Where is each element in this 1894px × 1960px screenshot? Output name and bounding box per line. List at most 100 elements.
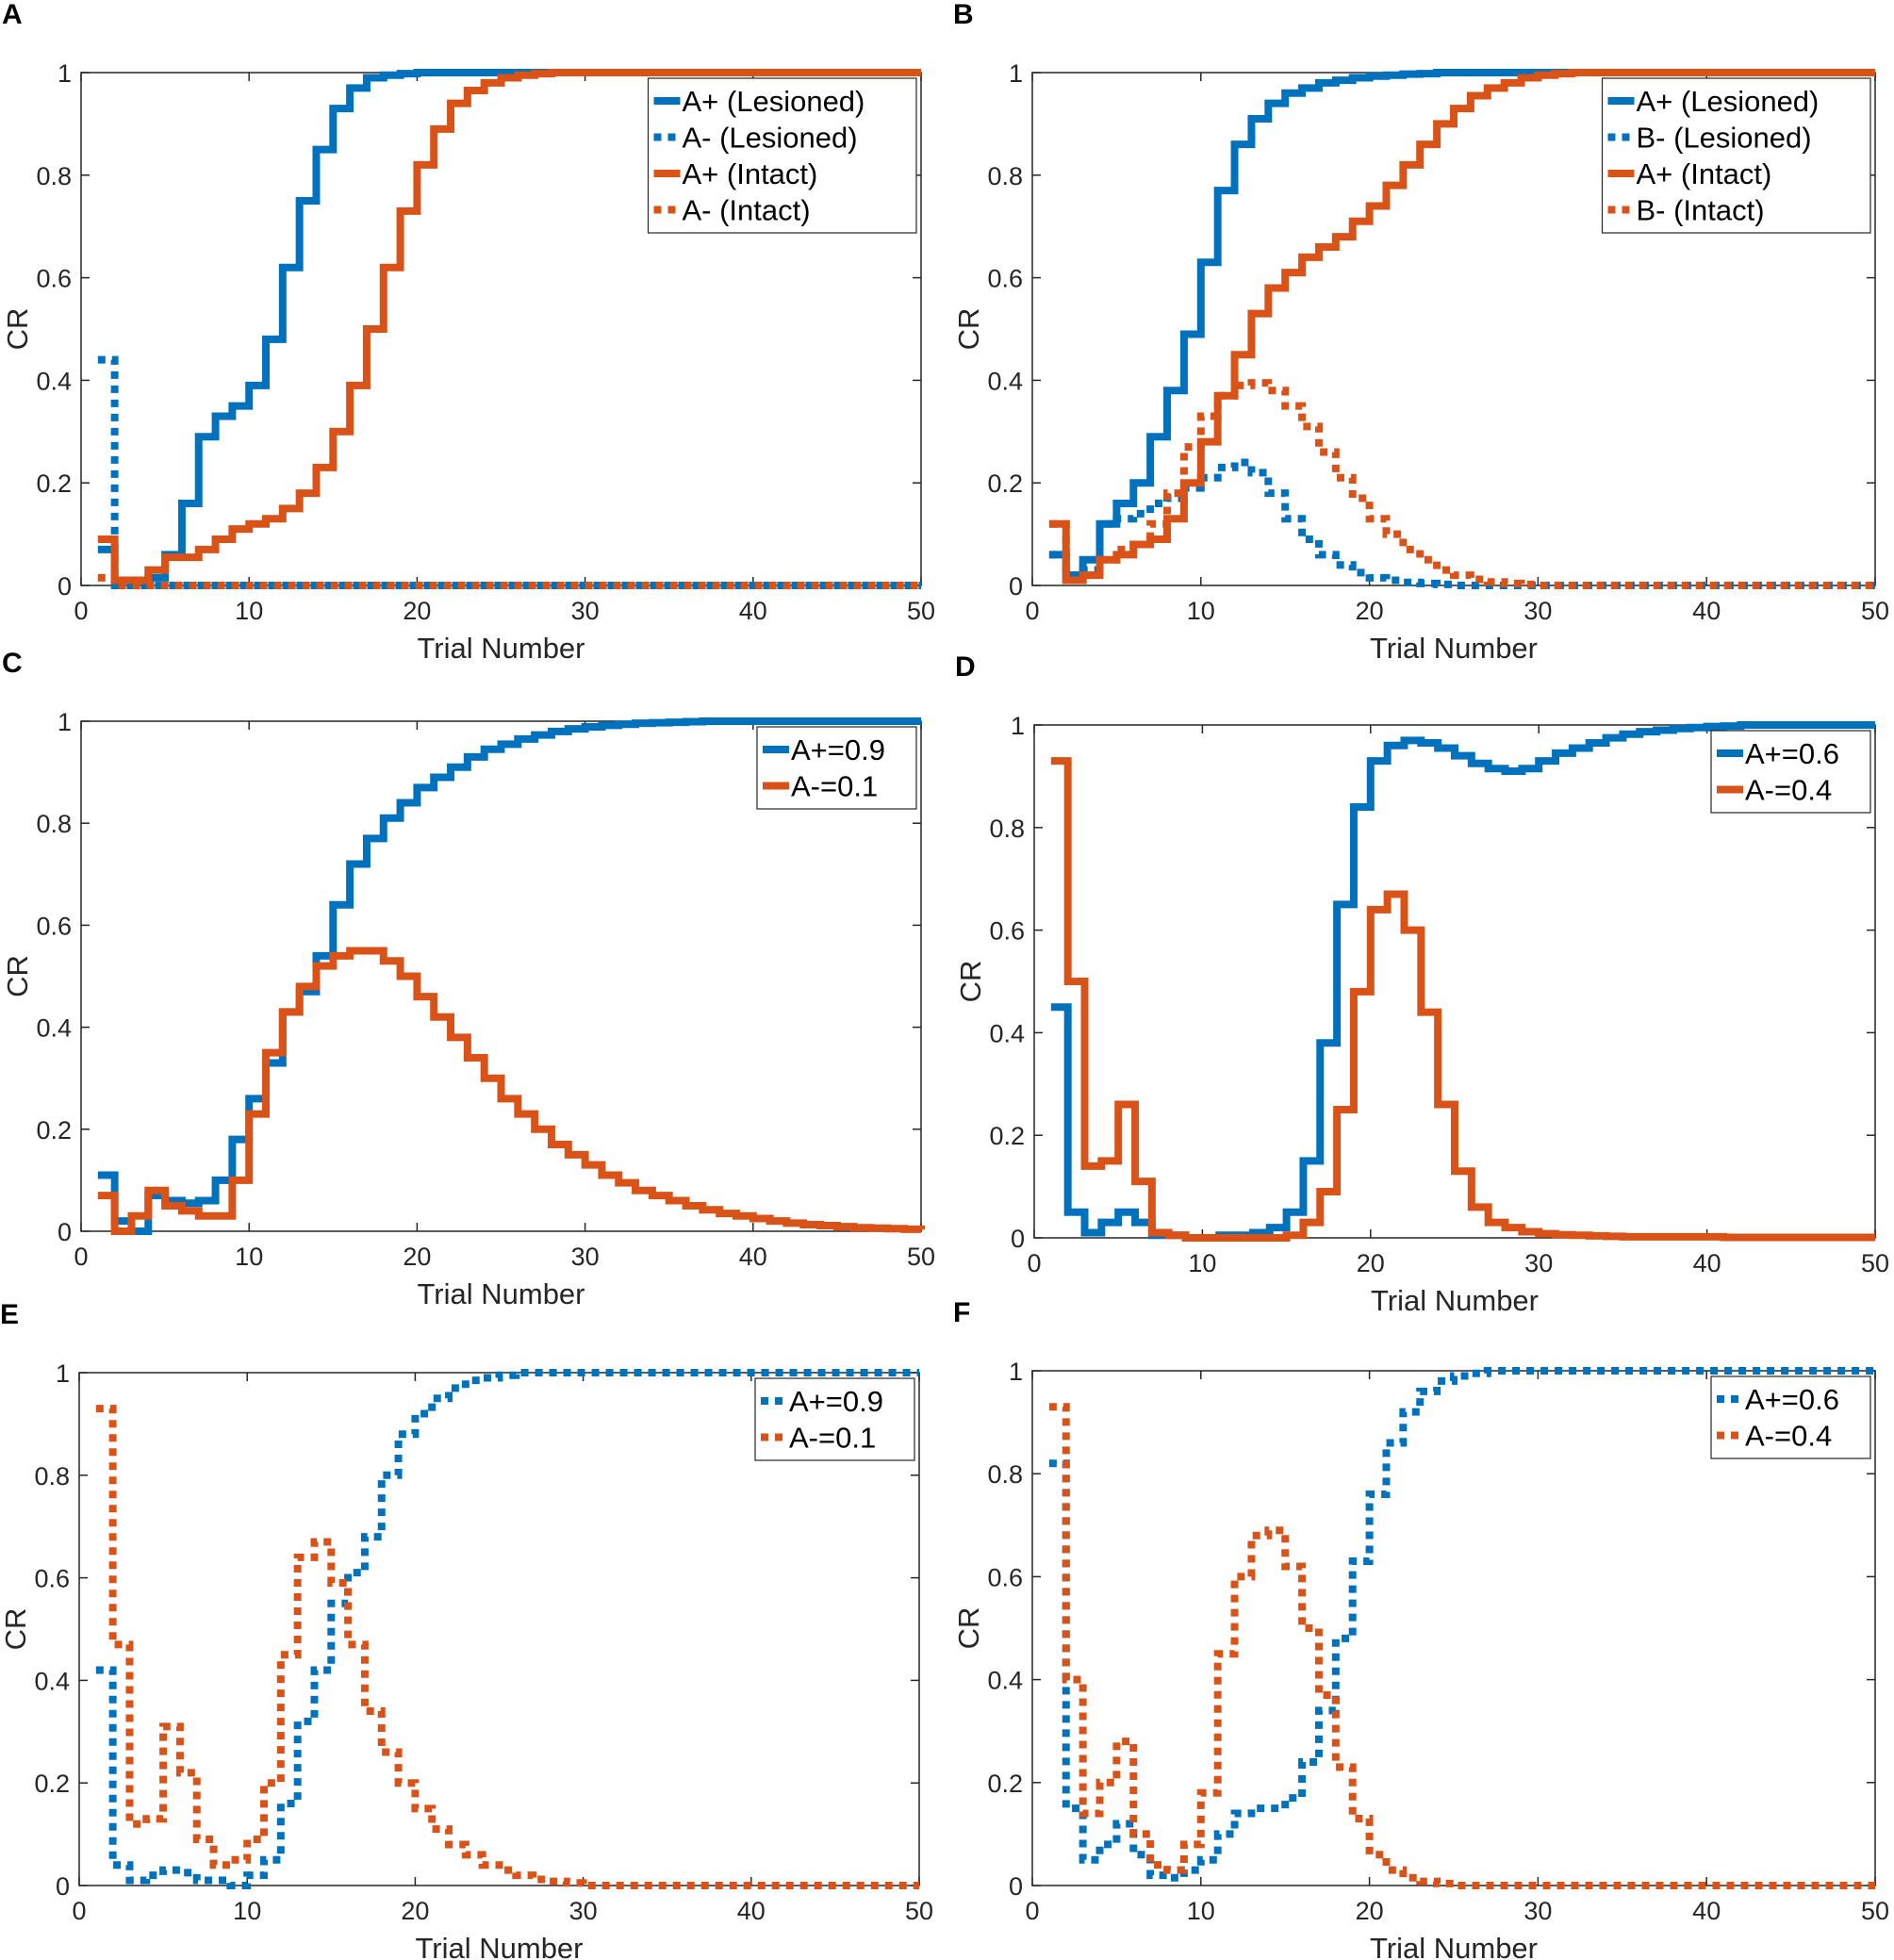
series-line-2 bbox=[1048, 1403, 1875, 1889]
x-tick-label: 50 bbox=[1861, 1249, 1889, 1277]
y-axis-label: CR bbox=[1, 955, 34, 997]
x-tick-label: 40 bbox=[739, 1243, 767, 1271]
x-tick-label: 40 bbox=[737, 1897, 766, 1925]
x-tick-label: 30 bbox=[571, 1243, 600, 1271]
y-tick-label: 0.8 bbox=[989, 815, 1025, 843]
panel-e: E 0 10 20 30 40 50 0 0.2 0.4 0.6 0.8 1 Trial Number CR… bbox=[0, 1299, 933, 1960]
x-tick-label: 0 bbox=[74, 1243, 88, 1271]
x-tick-label: 20 bbox=[1357, 1249, 1385, 1277]
legend-box bbox=[1710, 730, 1871, 814]
y-axis-label: CR bbox=[954, 961, 987, 1003]
x-tick-label: 50 bbox=[905, 1897, 933, 1925]
panel-letter: E bbox=[0, 1299, 19, 1330]
x-tick-label: 50 bbox=[1861, 1897, 1889, 1925]
series-line-2 bbox=[1050, 757, 1875, 1242]
series-line-4 bbox=[97, 573, 921, 589]
legend-entry: A- (Intact) bbox=[683, 194, 811, 227]
x-tick-label: 30 bbox=[1524, 1249, 1553, 1277]
legend-entry: A- (Lesioned) bbox=[683, 122, 858, 155]
y-tick-label: 0.2 bbox=[36, 469, 72, 498]
legend-entry: A+ (Lesioned) bbox=[683, 85, 865, 118]
y-tick-label: 0.4 bbox=[989, 1019, 1025, 1047]
panel-f: F 0 10 20 30 40 50 0 0.2 0.4 0.6 0.8 1 Trial Number CR… bbox=[952, 1297, 1889, 1960]
y-tick-label: 0.6 bbox=[36, 265, 72, 293]
y-tick-label: 0.2 bbox=[987, 1770, 1023, 1798]
y-tick-label: 0 bbox=[1009, 572, 1023, 601]
y-tick-label: 0.8 bbox=[36, 810, 72, 838]
legend-box bbox=[754, 1377, 915, 1461]
legend: A+=0.6 A-=0.4 bbox=[1710, 730, 1871, 814]
y-tick-label: 0.2 bbox=[36, 1116, 72, 1145]
x-tick-label: 10 bbox=[235, 597, 263, 625]
panel-a: A 0 10 20 30 40 50 0 0.2 0.4 0.6 0.8 1 Trial Number CR… bbox=[1, 0, 935, 665]
x-tick-label: 10 bbox=[235, 1243, 263, 1271]
series-line-1 bbox=[1048, 1367, 1875, 1882]
legend-entry: A+=0.6 bbox=[1745, 737, 1839, 770]
legend-entry: A-=0.4 bbox=[1745, 774, 1832, 807]
y-tick-label: 1 bbox=[58, 708, 72, 736]
series-line-4 bbox=[1048, 379, 1875, 589]
x-tick-label: 30 bbox=[569, 1897, 598, 1925]
series-line-2 bbox=[97, 947, 925, 1235]
series-line-2 bbox=[95, 1405, 919, 1889]
y-tick-label: 0.8 bbox=[987, 162, 1023, 190]
y-tick-label: 0.6 bbox=[36, 912, 72, 940]
x-tick-label: 30 bbox=[1523, 597, 1552, 625]
x-tick-label: 50 bbox=[1861, 597, 1889, 625]
legend-box bbox=[1710, 1375, 1871, 1459]
legend-entry: A+=0.9 bbox=[789, 1385, 883, 1418]
x-tick-label: 20 bbox=[1356, 1897, 1384, 1925]
panel-d: D 0 10 20 30 40 50 0 0.2 0.4 0.6 0.8 1 Trial Number CR… bbox=[954, 651, 1889, 1317]
series-line-1 bbox=[97, 717, 921, 1235]
x-tick-label: 30 bbox=[1523, 1897, 1552, 1925]
legend-entry: A+=0.6 bbox=[1745, 1383, 1839, 1416]
legend: A+=0.6 A-=0.4 bbox=[1710, 1375, 1871, 1459]
panel-letter: F bbox=[953, 1297, 970, 1328]
x-tick-label: 0 bbox=[72, 1897, 86, 1925]
x-axis-label: Trial Number bbox=[1370, 1932, 1538, 1960]
panel-c: C 0 10 20 30 40 50 0 0.2 0.4 0.6 0.8 1 Trial Number CR… bbox=[1, 648, 935, 1310]
y-tick-label: 0.6 bbox=[989, 917, 1025, 946]
x-axis-label: Trial Number bbox=[416, 1932, 584, 1960]
x-axis-label: Trial Number bbox=[418, 1277, 585, 1310]
legend-entry: A-=0.4 bbox=[1745, 1420, 1832, 1453]
series-line-3 bbox=[97, 69, 921, 585]
x-tick-label: 10 bbox=[1187, 1897, 1215, 1925]
y-axis-label: CR bbox=[1, 308, 34, 351]
y-tick-label: 0.4 bbox=[987, 367, 1023, 395]
x-tick-label: 30 bbox=[571, 597, 600, 625]
x-axis-label: Trial Number bbox=[1371, 1284, 1539, 1317]
y-tick-label: 1 bbox=[1009, 1358, 1023, 1386]
y-tick-label: 0.4 bbox=[34, 1667, 70, 1695]
y-axis-label: CR bbox=[0, 1608, 32, 1651]
legend-entry: A+ (Intact) bbox=[1637, 157, 1772, 190]
y-tick-label: 0 bbox=[1011, 1225, 1025, 1253]
x-tick-label: 40 bbox=[1693, 1249, 1721, 1277]
y-axis-label: CR bbox=[952, 308, 985, 351]
y-tick-label: 0.8 bbox=[36, 162, 72, 190]
legend-entry: A-=0.1 bbox=[791, 770, 878, 803]
y-tick-label: 1 bbox=[1009, 59, 1023, 88]
y-tick-label: 0 bbox=[1009, 1872, 1023, 1901]
panel-letter: A bbox=[2, 0, 23, 30]
x-tick-label: 50 bbox=[907, 597, 935, 625]
legend-entry: B- (Lesioned) bbox=[1637, 122, 1812, 155]
legend-entry: A+ (Intact) bbox=[683, 157, 818, 190]
x-tick-label: 0 bbox=[74, 597, 88, 625]
y-tick-label: 0.2 bbox=[987, 469, 1023, 498]
y-tick-label: 0.6 bbox=[34, 1565, 70, 1593]
y-tick-label: 0.4 bbox=[987, 1667, 1023, 1695]
y-tick-label: 0 bbox=[58, 1218, 72, 1246]
y-tick-label: 0.6 bbox=[987, 1563, 1023, 1591]
legend-entry: A+ (Lesioned) bbox=[1637, 85, 1820, 118]
y-tick-label: 1 bbox=[1011, 712, 1025, 740]
x-axis-label: Trial Number bbox=[1370, 632, 1538, 665]
panel-letter: B bbox=[953, 0, 974, 30]
legend-entry: A-=0.1 bbox=[789, 1422, 876, 1455]
x-tick-label: 50 bbox=[907, 1243, 935, 1271]
x-tick-label: 40 bbox=[739, 597, 767, 625]
legend-entry: B- (Intact) bbox=[1637, 194, 1765, 227]
y-tick-label: 0.8 bbox=[987, 1460, 1023, 1489]
legend-box bbox=[1601, 77, 1871, 234]
